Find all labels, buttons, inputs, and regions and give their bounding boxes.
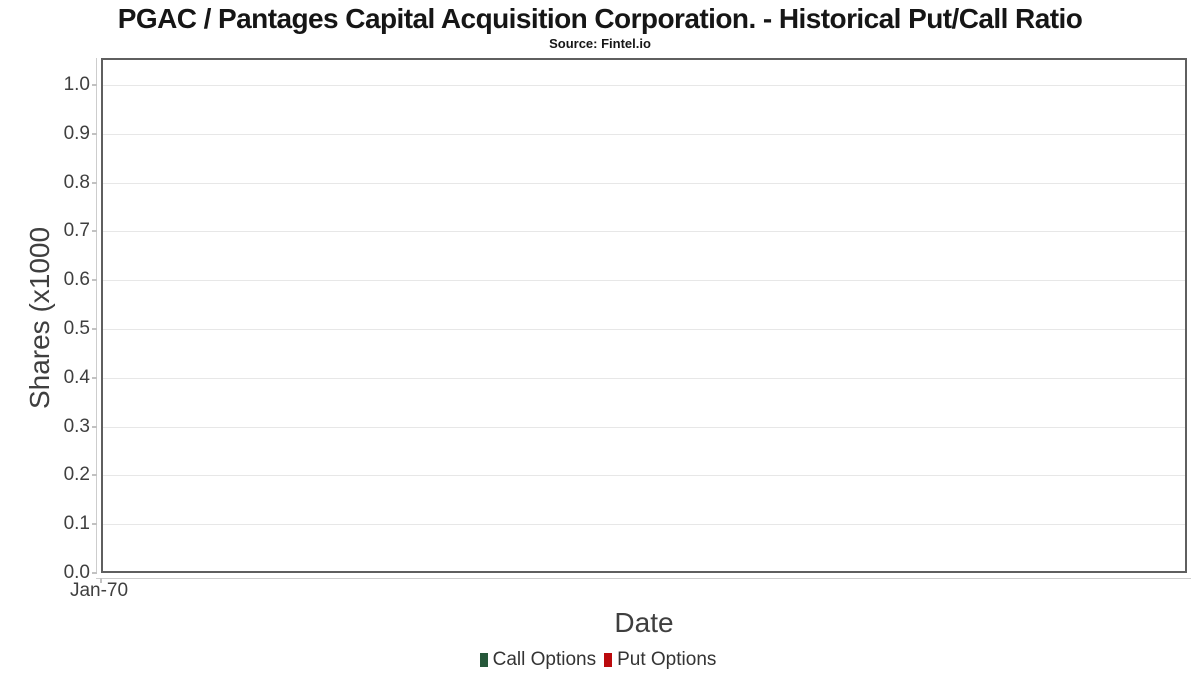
legend-label-call-options: Call Options bbox=[492, 649, 597, 670]
y-tick-label: 0.3 bbox=[63, 415, 90, 437]
y-tick-mark bbox=[92, 474, 97, 477]
y-tick-mark bbox=[92, 425, 97, 428]
gridline bbox=[103, 280, 1185, 282]
chart-title: PGAC / Pantages Capital Acquisition Corp… bbox=[117, 3, 1083, 34]
y-tick-label: 0.5 bbox=[63, 318, 90, 339]
y-tick-label: 0.4 bbox=[63, 366, 90, 388]
gridline bbox=[103, 85, 1185, 86]
chart-source-label: Source: Fintel.io bbox=[549, 36, 651, 51]
gridline bbox=[103, 524, 1185, 526]
y-tick-label: 0.9 bbox=[63, 122, 90, 144]
gridline bbox=[103, 231, 1185, 233]
y-tick-mark bbox=[92, 181, 97, 184]
legend: Call Options Put Options bbox=[0, 648, 1196, 672]
y-tick-label: 0.1 bbox=[63, 513, 90, 535]
y-axis-line bbox=[96, 58, 97, 573]
gridline bbox=[103, 426, 1185, 428]
x-axis-line bbox=[96, 578, 1191, 579]
y-tick-mark bbox=[92, 279, 97, 282]
legend-label-put-options: Put Options bbox=[617, 649, 717, 670]
gridline bbox=[103, 329, 1185, 330]
y-tick-mark bbox=[92, 328, 97, 330]
y-tick-label: 1.0 bbox=[63, 74, 90, 95]
y-tick-label: 0.2 bbox=[63, 464, 90, 486]
y-tick-label: 0.6 bbox=[63, 269, 90, 291]
y-tick-label: 0.0 bbox=[63, 562, 90, 583]
y-tick-label: 0.8 bbox=[63, 171, 90, 193]
y-tick-mark bbox=[92, 523, 97, 526]
plot-area bbox=[101, 58, 1187, 573]
y-tick-label: 0.7 bbox=[63, 220, 90, 242]
y-tick-mark bbox=[92, 230, 97, 233]
gridline bbox=[103, 133, 1185, 135]
x-tick-label: Jan-70 bbox=[69, 580, 129, 601]
y-tick-mark bbox=[92, 132, 97, 135]
put-options-swatch-icon bbox=[604, 653, 613, 667]
gridline bbox=[103, 475, 1185, 477]
legend-item-call-options[interactable]: Call Options bbox=[479, 649, 597, 671]
y-tick-mark bbox=[92, 572, 97, 574]
y-tick-mark bbox=[92, 84, 97, 86]
call-options-swatch-icon bbox=[479, 653, 488, 667]
gridline bbox=[103, 182, 1185, 184]
gridline bbox=[103, 377, 1185, 379]
legend-item-put-options[interactable]: Put Options bbox=[604, 649, 716, 671]
x-tick-mark bbox=[100, 578, 102, 583]
y-tick-mark bbox=[92, 376, 97, 379]
x-axis-label: Date bbox=[614, 607, 674, 638]
